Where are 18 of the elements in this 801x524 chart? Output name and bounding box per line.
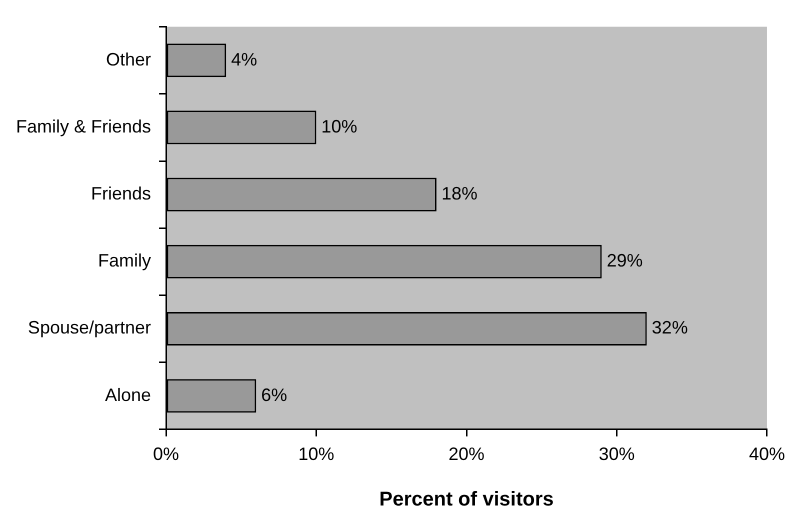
data-label: 10% — [321, 116, 358, 136]
y-tick-label: Alone — [104, 384, 152, 405]
data-label: 6% — [261, 384, 288, 405]
x-tick-label: 10% — [298, 444, 334, 464]
data-label: 32% — [652, 318, 688, 338]
x-tick-label: 0% — [153, 444, 180, 464]
data-label: 4% — [231, 49, 258, 70]
y-tick-label: Friends — [90, 184, 152, 204]
x-tick-label: 20% — [448, 444, 485, 464]
y-tick-label: Family & Friends — [16, 116, 152, 136]
data-label: 18% — [441, 184, 478, 204]
y-tick-label: Family — [98, 250, 152, 271]
x-axis-title: Percent of visitors — [379, 488, 554, 511]
x-tick-label: 30% — [598, 444, 635, 464]
x-tick-label: 40% — [748, 444, 785, 464]
y-tick-label: Spouse/partner — [28, 318, 152, 338]
y-tick-label: Other — [106, 49, 152, 70]
data-label: 29% — [606, 250, 643, 271]
